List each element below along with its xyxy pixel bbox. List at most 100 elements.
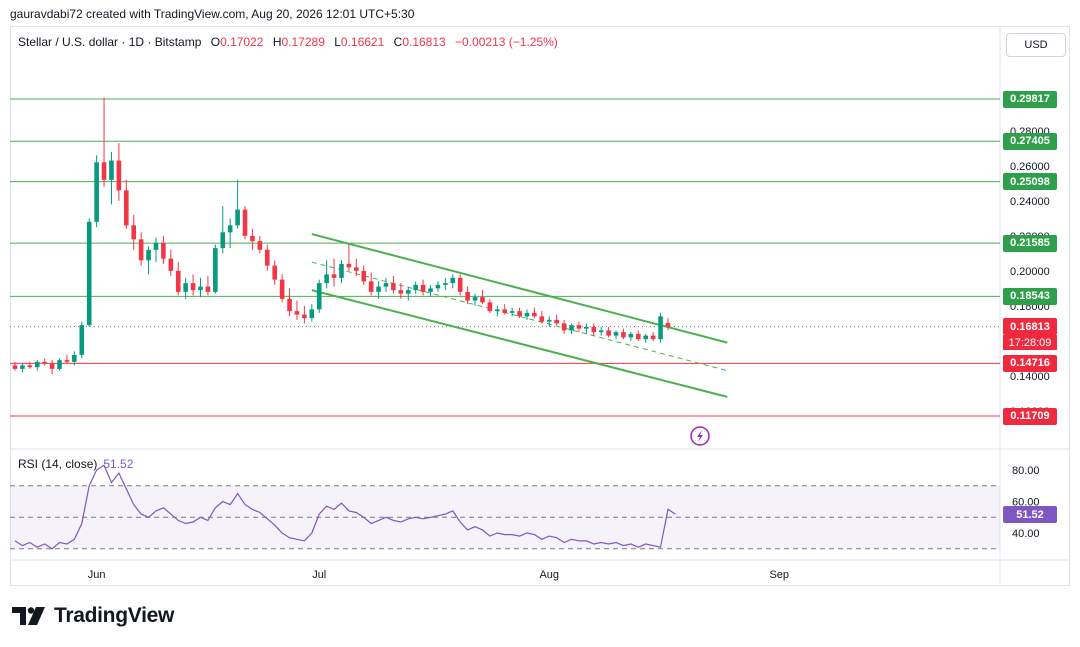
candle-body [72, 354, 77, 362]
candle-body [398, 290, 404, 294]
y-tick-label: 0.14000 [1010, 371, 1050, 383]
candle-body [443, 283, 448, 285]
channel-upper-line [311, 233, 728, 344]
candle-body [665, 322, 671, 327]
candle-body [86, 221, 92, 326]
currency-button[interactable]: USD [1006, 33, 1066, 57]
symbol-legend: Stellar / U.S. dollar · 1D · Bitstamp O 0… [18, 35, 558, 49]
price-tag-2[interactable]: 0.25098 [1003, 173, 1057, 191]
candle-body [94, 162, 99, 222]
candle-body [643, 335, 648, 340]
high-label: H [272, 35, 282, 49]
rsi-line [14, 464, 676, 550]
candle-body [175, 270, 181, 292]
y-tick-label: 0.20000 [1010, 266, 1050, 278]
price-tag-1[interactable]: 0.27405 [1003, 132, 1057, 150]
candle-body [272, 265, 277, 280]
candle-body [569, 325, 574, 331]
candle-body [628, 333, 634, 338]
low-label: L [334, 35, 341, 49]
candle-body [227, 225, 233, 233]
candle-body [264, 249, 270, 266]
candle-body [457, 277, 463, 292]
candle-body [450, 277, 456, 284]
candle-body [250, 235, 255, 242]
candle-body [49, 363, 55, 369]
candle-body [339, 263, 344, 278]
price-tag-5[interactable]: 0.16813 [1003, 318, 1057, 336]
y-tick-label: 0.26000 [1010, 161, 1050, 173]
candle-body [428, 288, 433, 292]
candle-body [598, 330, 604, 333]
candle-body [495, 309, 500, 312]
candle-body [546, 319, 552, 322]
candle-body [309, 309, 315, 319]
candle-body [413, 284, 418, 291]
candle-body [613, 332, 619, 336]
candle-body [257, 241, 263, 250]
candle-body [79, 325, 85, 355]
candle-body [539, 316, 545, 322]
candle-body [368, 281, 374, 292]
candle-body [316, 283, 322, 310]
tradingview-logo[interactable]: TradingView [12, 604, 174, 628]
change-value: −0.00213 (−1.25%) [455, 35, 558, 49]
candle-body [391, 283, 396, 291]
candle-body [124, 190, 129, 226]
candle-body [502, 309, 508, 313]
candle-body [331, 274, 337, 278]
candle-body [161, 242, 166, 259]
candle-body [302, 314, 307, 319]
close-value: 0.16813 [402, 35, 446, 49]
candle-body [576, 325, 582, 329]
candle-body [34, 361, 40, 368]
bar-countdown-tag: 17:28:09 [1003, 335, 1057, 351]
tradingview-logo-icon [12, 607, 45, 625]
price-tag-0[interactable]: 0.29817 [1003, 90, 1057, 108]
rsi-legend: RSI (14, close) 51.52 [18, 457, 133, 471]
candle-body [242, 209, 248, 236]
price-tag-3[interactable]: 0.21585 [1003, 234, 1057, 252]
open-label: O [210, 35, 221, 49]
x-tick-label-sep: Sep [769, 569, 789, 581]
lightning-icon-glyph [697, 430, 703, 442]
rsi-legend-value: 51.52 [103, 457, 134, 471]
price-tag-6[interactable]: 0.14716 [1003, 354, 1057, 372]
candle-body [383, 283, 389, 287]
candle-body [27, 365, 33, 368]
candle-body [658, 316, 663, 340]
candle-body [116, 160, 122, 191]
candle-body [606, 330, 611, 336]
candle-body [465, 291, 470, 301]
candle-body [635, 333, 641, 340]
candle-body [405, 290, 411, 294]
x-tick-label-jun: Jun [88, 569, 106, 581]
rsi-tick-label: 40.00 [1012, 528, 1040, 540]
price-tag-7[interactable]: 0.11709 [1003, 407, 1057, 425]
high-value: 0.17289 [281, 35, 325, 49]
candle-body [64, 360, 70, 362]
chart-caption: gauravdabi72 created with TradingView.co… [10, 7, 415, 21]
candle-body [190, 283, 196, 291]
price-tag-4[interactable]: 0.18543 [1003, 287, 1057, 305]
candle-body [131, 225, 137, 240]
candle-body [435, 284, 441, 289]
candle-body [12, 365, 18, 369]
low-value: 0.16621 [340, 35, 385, 49]
rsi-value-tag: 51.52 [1003, 506, 1057, 524]
candle-body [591, 326, 597, 333]
y-tick-label: 0.24000 [1010, 196, 1050, 208]
candle-body [561, 323, 567, 331]
rsi-tick-label: 60.00 [1012, 497, 1040, 509]
rsi-label[interactable]: RSI (14, close) [18, 457, 98, 471]
channel-lower-line [311, 289, 728, 398]
candle-body [146, 249, 151, 261]
candle-body [205, 286, 211, 292]
chart-frame [10, 26, 1070, 586]
symbol-title[interactable]: Stellar / U.S. dollar · 1D · Bitstamp [18, 35, 202, 49]
candle-body [138, 239, 144, 261]
candle-body [621, 332, 626, 338]
candle-body [294, 311, 300, 315]
close-label: C [393, 35, 403, 49]
